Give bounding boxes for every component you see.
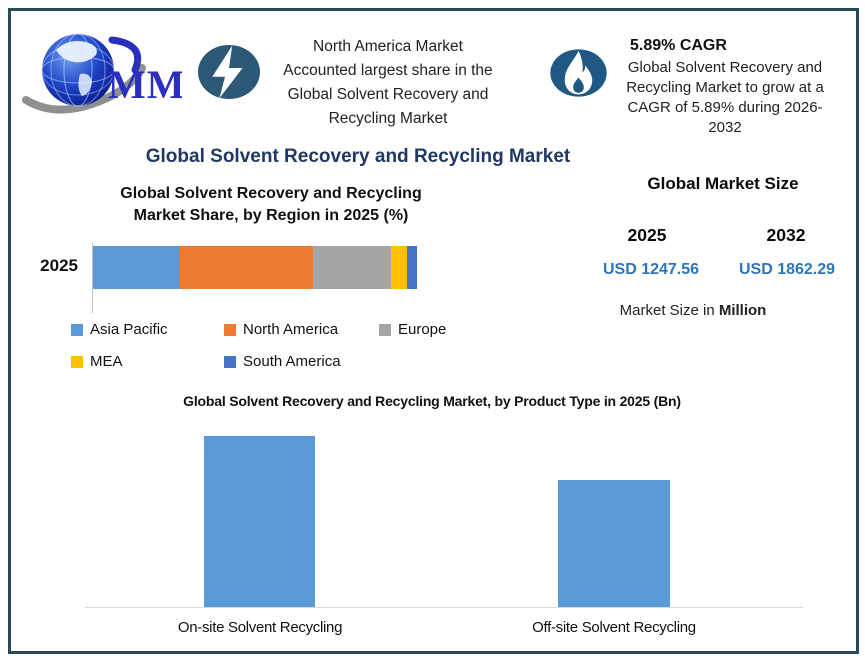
- x-label-on-site: On-site Solvent Recycling: [177, 619, 343, 636]
- cagr-body: Global Solvent Recovery and Recycling Ma…: [612, 58, 838, 138]
- mmr-logo: MMR: [22, 33, 182, 114]
- region-chart-title-line1: Global Solvent Recovery and Recycling: [120, 185, 422, 202]
- market-size-unit-bold: Million: [718, 302, 767, 319]
- legend-label-europe: Europe: [398, 321, 447, 338]
- legend-label-mea: MEA: [90, 353, 123, 370]
- market-size-heading: Global Market Size: [647, 174, 799, 193]
- cagr-line3: CAGR of 5.89% during 2026-: [627, 99, 823, 116]
- legend-item-south-america: South America: [224, 353, 341, 370]
- legend-label-asia-pacific: Asia Pacific: [90, 321, 168, 338]
- product-chart-x-axis: [85, 607, 803, 608]
- bar-segment-north-america: [180, 246, 314, 289]
- bar-segment-mea: [391, 246, 408, 289]
- market-size-unit-prefix: Market Size in: [619, 302, 719, 319]
- stat-left-line4: Recycling Market: [328, 110, 448, 127]
- bar-off-site-solvent-recycling: [558, 480, 670, 607]
- stat-left-line2: Accounted largest share in the: [283, 62, 493, 79]
- market-size-unit: Market Size in Million: [593, 302, 793, 319]
- cagr-line1: Global Solvent Recovery and: [627, 59, 823, 76]
- logo-text: MMR: [108, 62, 182, 107]
- legend-item-europe: Europe: [379, 321, 446, 338]
- bar-on-site-solvent-recycling: [204, 436, 315, 607]
- page-title: Global Solvent Recovery and Recycling Ma…: [145, 146, 571, 167]
- stat-left-line3: Global Solvent Recovery and: [287, 86, 489, 103]
- bar-segment-south-america: [407, 246, 417, 289]
- legend-label-north-america: North America: [243, 321, 339, 338]
- region-chart-y-axis: [92, 243, 93, 313]
- stat-right-text: 5.89% CAGR Global Solvent Recovery and R…: [612, 37, 838, 138]
- legend-swatch-asia-pacific: [71, 323, 83, 336]
- region-chart-title: Global Solvent Recovery and Recycling Ma…: [110, 183, 432, 227]
- legend-item-north-america: North America: [224, 321, 338, 338]
- legend-item-asia-pacific: Asia Pacific: [71, 321, 168, 338]
- cagr-heading: 5.89% CAGR: [630, 37, 727, 54]
- market-size-year-2025: 2025: [627, 225, 667, 245]
- cagr-line4: 2032: [708, 119, 742, 136]
- stat-left-text: North America Market Accounted largest s…: [272, 35, 504, 131]
- cagr-line2: Recycling Market to grow at a: [626, 79, 824, 96]
- legend-swatch-north-america: [224, 323, 236, 336]
- legend-swatch-south-america: [224, 355, 236, 368]
- market-size-value-2032: USD 1862.29: [738, 261, 836, 278]
- legend-swatch-europe: [379, 323, 391, 336]
- legend-label-south-america: South America: [243, 353, 341, 370]
- stat-left-line1: North America Market: [313, 38, 463, 55]
- region-stacked-bar: [93, 246, 417, 289]
- bar-segment-europe: [313, 246, 392, 289]
- logo-swoosh-gray: [22, 64, 146, 114]
- bar-segment-asia-pacific: [93, 246, 181, 289]
- legend-item-mea: MEA: [71, 353, 123, 370]
- region-chart-title-line2: Market Share, by Region in 2025 (%): [133, 207, 409, 224]
- region-chart-category-label: 2025: [40, 256, 78, 275]
- x-label-off-site: Off-site Solvent Recycling: [532, 619, 696, 636]
- globe-icon: [41, 33, 115, 107]
- legend-swatch-mea: [71, 355, 83, 368]
- lightning-icon: [197, 44, 261, 100]
- product-chart-title: Global Solvent Recovery and Recycling Ma…: [183, 393, 681, 409]
- flame-icon: [550, 49, 607, 97]
- logo-swoosh-blue: [108, 36, 142, 74]
- market-size-year-2032: 2032: [766, 225, 806, 245]
- market-size-value-2025: USD 1247.56: [602, 261, 700, 278]
